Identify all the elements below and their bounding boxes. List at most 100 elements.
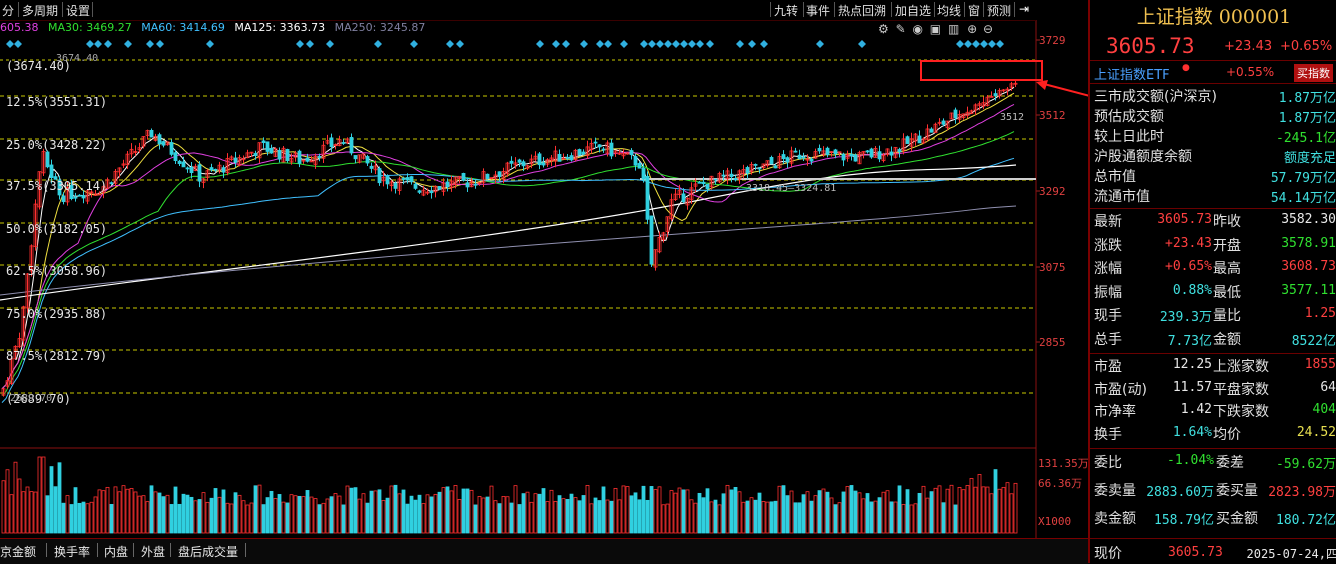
volume-bar <box>353 487 358 534</box>
candle-body <box>849 153 854 157</box>
candle-body <box>109 182 114 185</box>
candle-body <box>873 148 878 158</box>
candle-body <box>885 148 890 155</box>
collapse-panel-icon[interactable]: ⇥ <box>1019 2 1030 16</box>
tab-inner-volume[interactable]: 内盘 <box>104 545 129 559</box>
candle-body <box>257 142 262 159</box>
signal-diamond-icon <box>456 40 464 48</box>
candle-body <box>417 190 422 193</box>
candle-body <box>969 110 974 114</box>
quote-label: 量比 <box>1213 308 1241 325</box>
candle-body <box>709 175 714 188</box>
toolbar-moving-average[interactable]: 均线 <box>937 4 962 18</box>
brush-icon[interactable]: ✎ <box>895 22 906 36</box>
candle-body <box>913 133 918 142</box>
toolbar-minute[interactable]: 分 <box>2 4 15 18</box>
candle-body <box>753 163 758 166</box>
volume-bar <box>665 503 670 534</box>
kline-chart[interactable]: 3729 3512 3292 3075 2855 (3674.40) 12.5%(3551.… <box>0 0 1090 538</box>
candle-body <box>337 139 342 147</box>
candle-body <box>481 171 486 183</box>
quote-label: 换手 <box>1094 426 1122 443</box>
volume-bar <box>629 495 634 534</box>
candle-body <box>5 380 10 387</box>
signal-diamond-icon <box>94 40 102 48</box>
volume-bar <box>365 502 370 534</box>
signal-diamond-icon <box>552 40 560 48</box>
signal-diamond-icon <box>326 40 334 48</box>
toolbar-events[interactable]: 事件 <box>806 4 831 18</box>
zoom-in-icon[interactable]: ⊕ <box>967 22 978 36</box>
candle-body <box>677 190 682 196</box>
tab-outer-volume[interactable]: 外盘 <box>141 545 166 559</box>
buy-index-button[interactable]: 买指数 <box>1294 64 1333 82</box>
signal-diamond-icon <box>964 40 972 48</box>
stats-icon[interactable]: ▥ <box>947 22 960 36</box>
order-value: -1.04% <box>1167 453 1214 468</box>
candle-body <box>409 176 414 183</box>
tab-amount[interactable]: 京金额 <box>0 545 37 559</box>
volume-bar <box>725 484 730 534</box>
volume-bar <box>873 500 878 534</box>
quote-value: 3605.73 <box>1157 212 1212 227</box>
toolbar-multi-period[interactable]: 多周期 <box>22 4 59 18</box>
fib-label: 75.0%(2935.88) <box>6 307 107 321</box>
volume-bar <box>297 495 302 534</box>
volume-bar <box>425 494 430 534</box>
volume-bar <box>753 499 758 534</box>
quote-label: 涨幅 <box>1094 261 1122 278</box>
volume-bar <box>805 491 810 534</box>
toolbar-jiuzhuan[interactable]: 九转 <box>774 4 799 18</box>
volume-bar <box>337 495 342 534</box>
candle-body <box>593 141 598 144</box>
candle-body <box>17 338 22 348</box>
volume-bar <box>529 501 534 534</box>
zoom-out-icon[interactable]: ⊖ <box>983 22 994 36</box>
volume-bar <box>293 495 298 534</box>
gear-icon[interactable]: ⚙ <box>878 22 889 36</box>
lock-icon[interactable]: ▣ <box>929 22 942 36</box>
toolbar-window[interactable]: 窗 <box>968 4 981 18</box>
volume-bar <box>649 486 654 534</box>
volume-bar <box>749 497 754 534</box>
candle-body <box>149 130 154 138</box>
summary-value: 额度充足 <box>1283 151 1336 166</box>
volume-bar <box>673 492 678 534</box>
toolbar-predict[interactable]: 预测 <box>987 4 1012 18</box>
volume-bar <box>285 502 290 534</box>
candle-body <box>437 186 442 190</box>
volume-bar <box>149 485 154 534</box>
candle-body <box>657 237 662 253</box>
fib-label: 25.0%(3428.22) <box>6 138 107 152</box>
tab-after-hours-volume[interactable]: 盘后成交量 <box>178 545 239 559</box>
candle-body <box>649 215 654 265</box>
candle-body <box>577 149 582 156</box>
quote-label: 昨收 <box>1213 214 1241 230</box>
tab-turnover[interactable]: 换手率 <box>54 545 91 559</box>
candle-body <box>681 193 686 203</box>
candle-body <box>897 149 902 153</box>
order-value: -59.62万 <box>1276 457 1336 472</box>
candle-body <box>377 168 382 184</box>
volume-bar <box>505 496 510 534</box>
arrow-head-icon <box>1036 80 1048 90</box>
eye-icon[interactable]: ◉ <box>912 22 923 36</box>
volume-bar <box>981 486 986 534</box>
volume-bar <box>661 504 666 534</box>
volume-bar <box>453 485 458 534</box>
candle-body <box>293 152 298 158</box>
summary-value: -245.1亿 <box>1276 131 1336 146</box>
volume-bar <box>757 492 762 534</box>
signal-diamond-icon <box>760 40 768 48</box>
toolbar-hotspot-review[interactable]: 热点回溯 <box>838 4 887 18</box>
candle-body <box>177 160 182 164</box>
toolbar-settings[interactable]: 设置 <box>66 4 91 18</box>
signal-diamond-icon <box>86 40 94 48</box>
toolbar-add-watchlist[interactable]: 加自选 <box>895 4 932 18</box>
etf-link[interactable]: 上证指数ETF <box>1094 68 1170 83</box>
candle-body <box>953 109 958 119</box>
candle-body <box>585 146 590 157</box>
volume-bar <box>773 500 778 534</box>
candle-body <box>21 306 26 341</box>
volume-bar <box>13 461 18 534</box>
